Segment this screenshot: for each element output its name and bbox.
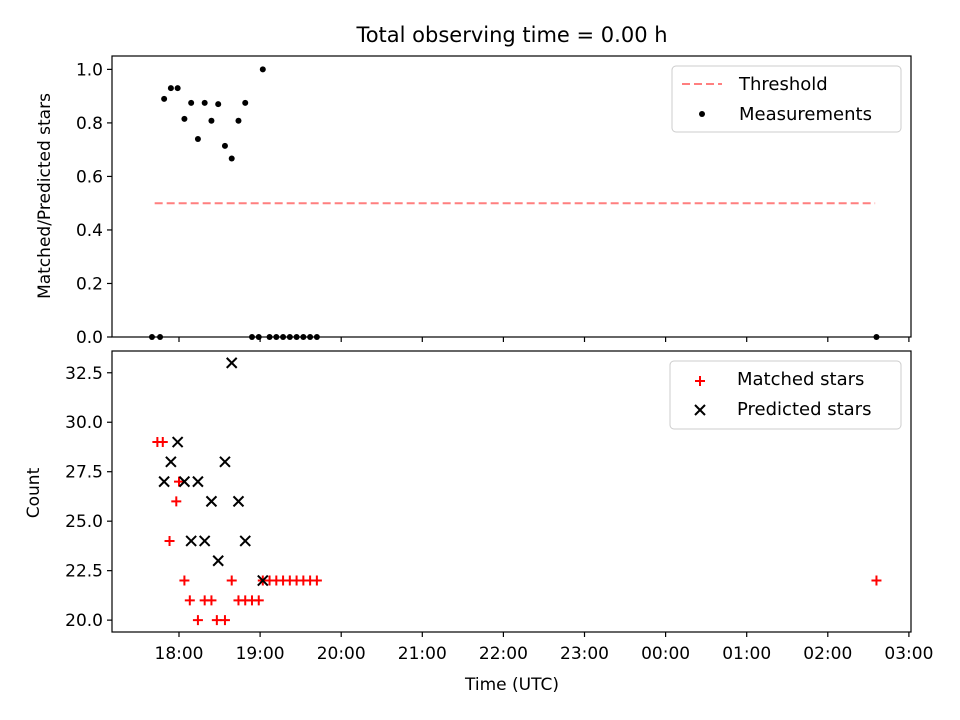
- measurement-point: [273, 334, 280, 340]
- x-tick-label: 00:00: [641, 644, 690, 664]
- x-tick-label: 20:00: [317, 644, 366, 664]
- x-tick-label: 22:00: [479, 644, 528, 664]
- measurement-point: [181, 115, 188, 122]
- predicted-star-point: [239, 535, 251, 547]
- y-tick-label: 20.0: [65, 611, 103, 631]
- measurement-point: [174, 85, 181, 92]
- legend-box: [671, 65, 902, 133]
- plot-frame: [111, 55, 912, 338]
- legend: Threshold Measurements: [671, 65, 902, 133]
- predicted-star-point: [205, 495, 218, 508]
- y-tick-label: 0.0: [76, 328, 103, 348]
- matched-star-point: [164, 535, 175, 546]
- measurement-point: [280, 334, 287, 340]
- measurement-point: [286, 334, 293, 340]
- chart-title: Total observing time = 0.00 h: [355, 23, 667, 47]
- legend: Matched stars Predicted stars: [669, 360, 902, 430]
- measurement-point: [293, 334, 300, 340]
- legend-measurements-swatch: [699, 111, 705, 117]
- matched-star-point: [311, 575, 322, 586]
- measurement-point: [307, 334, 314, 340]
- matched-star-point: [219, 615, 230, 626]
- y-tick-label: 0.6: [76, 167, 103, 187]
- matched-star-point: [192, 615, 203, 626]
- x-tick-label: 19:00: [236, 644, 285, 664]
- matched-star-point: [206, 595, 217, 606]
- predicted-star-point: [257, 574, 269, 587]
- x-tick-label: 03:00: [884, 644, 933, 664]
- matched-star-point: [157, 437, 168, 448]
- x-tick-label: 18:00: [155, 644, 204, 664]
- matched-star-point: [253, 595, 264, 606]
- y-tick-label: 0.2: [76, 274, 103, 294]
- measurement-point: [188, 99, 195, 106]
- predicted-star-point: [198, 535, 211, 547]
- y-tick-label: 30.0: [65, 413, 103, 433]
- bottom-panel: 20.0 22.5 25.0 27.5 30.0 32.5 18:00 19:00 20:00 2…: [65, 350, 933, 664]
- measurement-point: [148, 334, 155, 340]
- matched-star-point: [174, 476, 184, 487]
- legend-predicted-label: Predicted stars: [737, 399, 871, 420]
- x-axis-label: Time (UTC): [464, 675, 559, 695]
- measurement-point: [161, 95, 168, 102]
- measurement-point: [221, 142, 228, 149]
- top-panel: 0.0 0.2 0.4 0.6 0.8 1.0 Threshold Measurements: [76, 55, 912, 348]
- predicted-star-point: [158, 475, 170, 488]
- predicted-star-point: [232, 495, 245, 508]
- y-tick-label: 25.0: [65, 512, 103, 532]
- legend-predicted-swatch: [694, 404, 706, 416]
- x-tick-label: 21:00: [398, 644, 447, 664]
- measurement-point: [248, 334, 255, 340]
- measurement-point: [313, 334, 320, 340]
- predicted-star-point: [171, 436, 184, 448]
- y-tick-label: 1.0: [76, 60, 103, 80]
- matched-star-point: [184, 595, 195, 606]
- legend-measurements-label: Measurements: [739, 104, 872, 125]
- matched-star-point: [871, 575, 882, 586]
- y-tick-label: 27.5: [65, 463, 103, 483]
- measurement-point: [215, 101, 222, 108]
- predicted-star-point: [212, 555, 224, 567]
- y-tick-label: 0.8: [76, 114, 103, 134]
- measurement-point: [259, 66, 266, 73]
- measurement-point: [208, 117, 215, 124]
- measurement-point: [235, 117, 242, 124]
- predicted-star-point: [192, 475, 204, 488]
- y-tick-label: 22.5: [65, 562, 103, 582]
- measurement-point: [266, 334, 273, 340]
- legend-threshold-label: Threshold: [738, 74, 828, 95]
- measurement-point: [201, 99, 208, 106]
- x-tick-label: 01:00: [722, 644, 771, 664]
- matched-star-point: [171, 496, 182, 507]
- measurement-point: [194, 135, 201, 142]
- predicted-star-point: [185, 535, 197, 547]
- predicted-star-point: [226, 357, 238, 369]
- predicted-star-point: [219, 456, 231, 468]
- y-tick-label: 32.5: [65, 364, 103, 384]
- measurement-point: [228, 155, 235, 162]
- predicted-star-point: [165, 456, 177, 468]
- matched-star-point: [179, 575, 190, 586]
- plot-frame: [111, 350, 912, 633]
- measurement-point: [300, 334, 307, 340]
- bottom-y-axis-label: Count: [24, 467, 44, 518]
- measurement-point: [873, 334, 880, 340]
- measurement-point: [255, 334, 262, 340]
- measurement-point: [157, 334, 164, 340]
- measurement-point: [167, 85, 174, 92]
- legend-matched-swatch: [695, 376, 705, 386]
- x-tick-label: 23:00: [560, 644, 609, 664]
- predicted-star-point: [178, 475, 191, 488]
- x-tick-label: 02:00: [803, 644, 852, 664]
- legend-matched-label: Matched stars: [737, 369, 864, 390]
- measurement-point: [242, 99, 249, 106]
- matched-star-point: [226, 575, 237, 586]
- top-y-axis-label: Matched/Predicted stars: [35, 93, 55, 299]
- legend-box: [669, 360, 902, 430]
- y-tick-label: 0.4: [76, 221, 103, 241]
